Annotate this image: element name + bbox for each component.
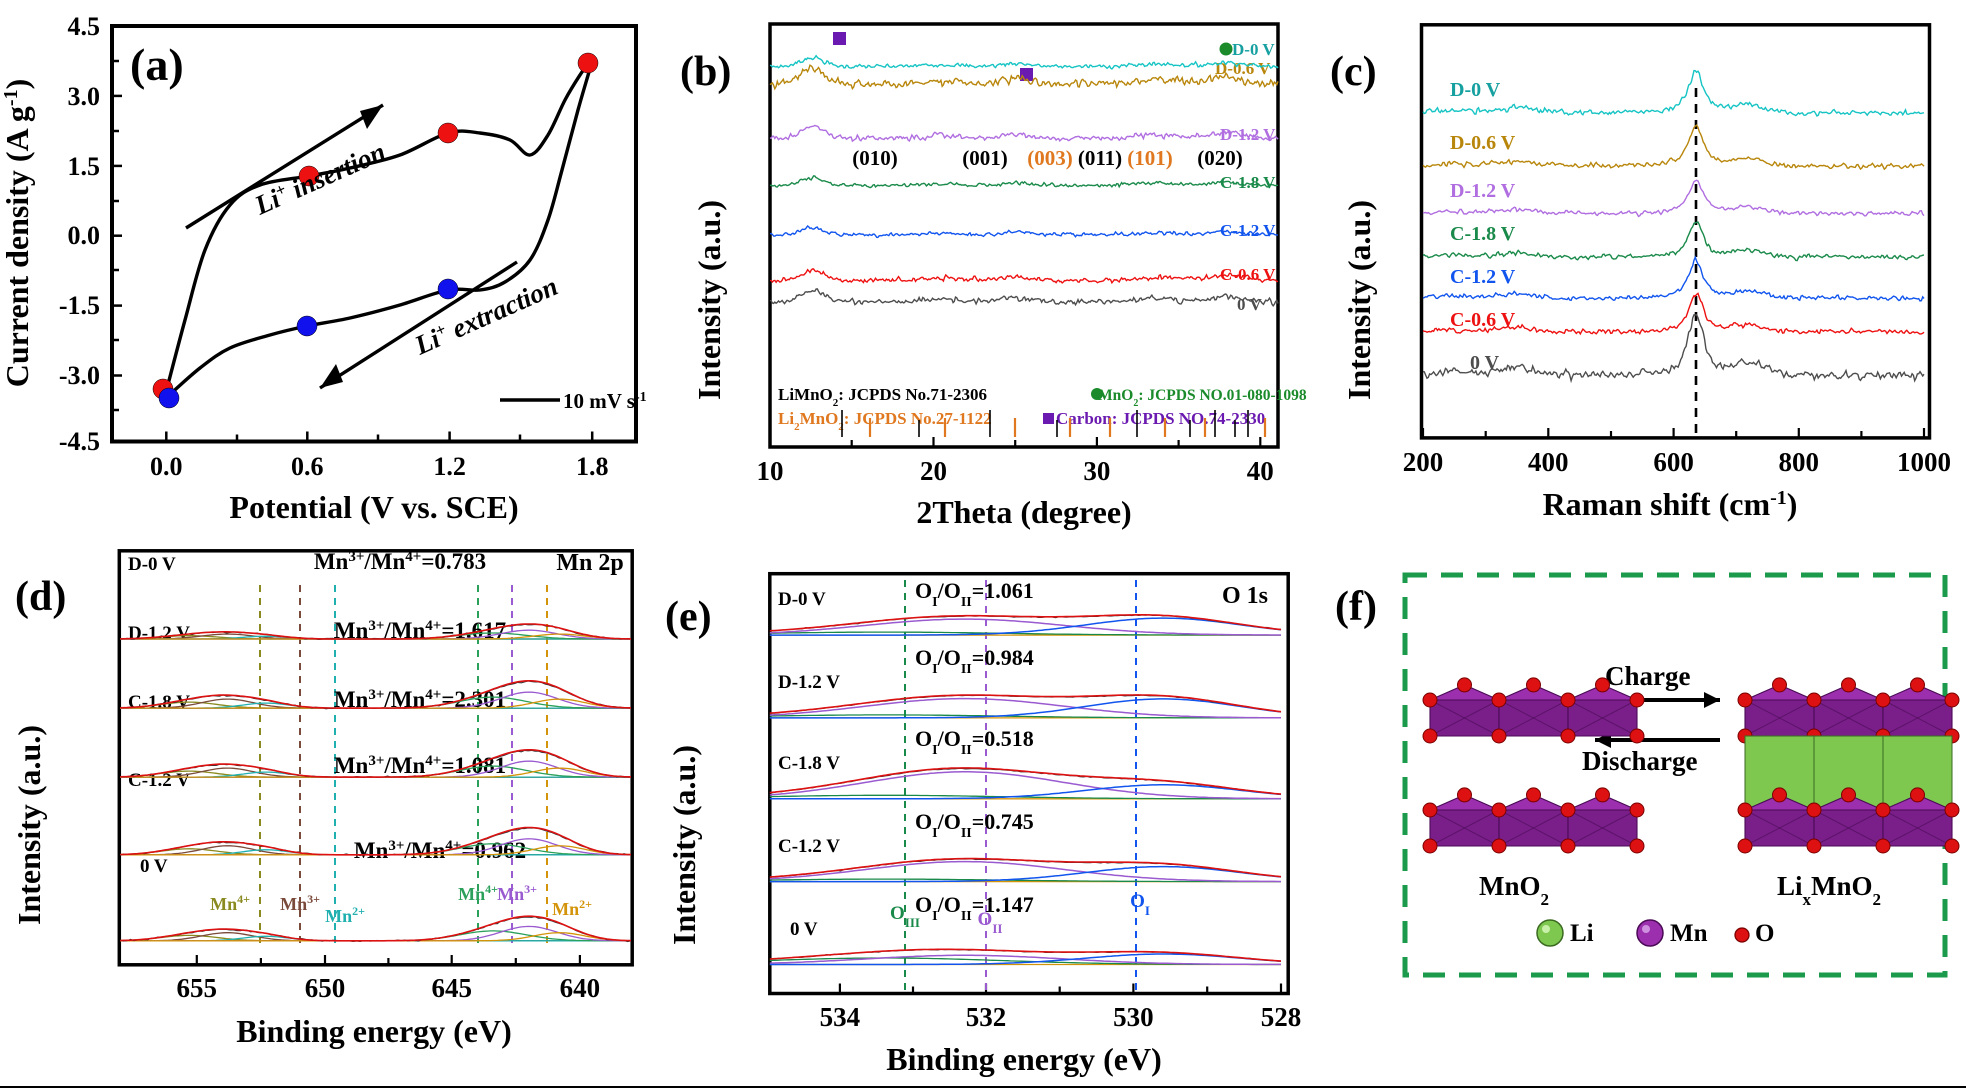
svg-text:(003): (003) xyxy=(1027,146,1073,170)
svg-text:MnO2: MnO2 xyxy=(1479,871,1549,909)
svg-text:(b): (b) xyxy=(680,49,731,95)
svg-text:OI/OII=0.984: OI/OII=0.984 xyxy=(915,645,1034,677)
svg-text:Intensity (a.u.): Intensity (a.u.) xyxy=(11,725,47,925)
svg-text:Mn3+: Mn3+ xyxy=(497,882,537,904)
svg-text:-4.5: -4.5 xyxy=(59,427,100,456)
svg-text:640: 640 xyxy=(560,973,601,1003)
svg-text:Mn3+: Mn3+ xyxy=(280,892,320,914)
svg-text:1000: 1000 xyxy=(1897,447,1951,477)
svg-text:-1.5: -1.5 xyxy=(59,291,100,320)
svg-text:10 mV s-1: 10 mV s-1 xyxy=(563,389,647,413)
svg-text:D-1.2 V: D-1.2 V xyxy=(1220,125,1276,144)
svg-text:C-1.2 V: C-1.2 V xyxy=(1450,266,1516,288)
svg-text:600: 600 xyxy=(1653,447,1694,477)
svg-text:Mn3+/Mn4+=0.783: Mn3+/Mn4+=0.783 xyxy=(314,549,486,574)
svg-text:(c): (c) xyxy=(1330,49,1377,95)
svg-text:0.0: 0.0 xyxy=(150,452,183,481)
svg-text:40: 40 xyxy=(1247,456,1274,486)
svg-text:20: 20 xyxy=(920,456,947,486)
svg-text:Binding energy (eV): Binding energy (eV) xyxy=(236,1013,512,1049)
svg-text:Mn3+/Mn4+=0.962: Mn3+/Mn4+=0.962 xyxy=(354,838,526,863)
svg-text:0 V: 0 V xyxy=(1237,295,1262,314)
svg-text:(d): (d) xyxy=(15,574,66,620)
svg-text:(f): (f) xyxy=(1335,584,1377,630)
svg-text:D-0 V: D-0 V xyxy=(128,554,176,575)
svg-text:Intensity (a.u.): Intensity (a.u.) xyxy=(1341,200,1377,400)
svg-text:Intensity (a.u.): Intensity (a.u.) xyxy=(691,200,727,400)
svg-text:Intensity (a.u.): Intensity (a.u.) xyxy=(666,745,702,945)
svg-text:4.5: 4.5 xyxy=(68,12,101,41)
svg-text:D-1.2 V: D-1.2 V xyxy=(1450,180,1516,202)
svg-text:LiMnO2: JCPDS No.71-2306: LiMnO2: JCPDS No.71-2306 xyxy=(778,385,987,409)
svg-text:Li2MnO2: JCPDS No.27-1122: Li2MnO2: JCPDS No.27-1122 xyxy=(778,409,992,433)
svg-text:(101): (101) xyxy=(1127,146,1173,170)
svg-text:0.0: 0.0 xyxy=(68,221,101,250)
svg-text:1.5: 1.5 xyxy=(68,152,101,181)
svg-text:OI/OII=0.518: OI/OII=0.518 xyxy=(915,726,1034,758)
svg-text:-3.0: -3.0 xyxy=(59,361,100,390)
svg-text:528: 528 xyxy=(1261,1002,1302,1032)
svg-text:Discharge: Discharge xyxy=(1582,746,1697,776)
svg-text:C-1.2 V: C-1.2 V xyxy=(778,836,840,857)
svg-text:Mn: Mn xyxy=(1670,920,1708,947)
svg-text:C-1.8 V: C-1.8 V xyxy=(1220,173,1276,192)
svg-text:LixMnO2: LixMnO2 xyxy=(1777,871,1881,909)
svg-text:(001): (001) xyxy=(962,146,1008,170)
svg-text:1.2: 1.2 xyxy=(433,452,466,481)
svg-text:C-1.8 V: C-1.8 V xyxy=(778,753,840,774)
svg-text:Mn4+: Mn4+ xyxy=(458,882,498,904)
svg-text:C-1.2 V: C-1.2 V xyxy=(1220,221,1276,240)
svg-text:0 V: 0 V xyxy=(790,919,818,940)
svg-text:D-0 V: D-0 V xyxy=(1450,79,1501,101)
svg-text:30: 30 xyxy=(1083,456,1110,486)
svg-text:Binding energy (eV): Binding energy (eV) xyxy=(886,1041,1162,1077)
svg-text:200: 200 xyxy=(1403,447,1444,477)
svg-text:D-1.2 V: D-1.2 V xyxy=(128,623,190,644)
svg-text:(020): (020) xyxy=(1197,146,1243,170)
svg-text:0.6: 0.6 xyxy=(291,452,324,481)
svg-text:400: 400 xyxy=(1528,447,1569,477)
svg-text:655: 655 xyxy=(177,973,218,1003)
svg-text:(011): (011) xyxy=(1078,146,1122,170)
svg-text:Potential (V vs. SCE): Potential (V vs. SCE) xyxy=(229,489,518,525)
svg-text:D-0.6 V: D-0.6 V xyxy=(1450,132,1516,154)
svg-text:534: 534 xyxy=(820,1002,861,1032)
svg-text:Charge: Charge xyxy=(1605,661,1690,691)
svg-text:(010): (010) xyxy=(852,146,898,170)
svg-text:MnO2: JCPDS NO.01-080-1098: MnO2: JCPDS NO.01-080-1098 xyxy=(1098,387,1307,409)
svg-text:Mn2+: Mn2+ xyxy=(552,897,592,919)
svg-text:10: 10 xyxy=(757,456,784,486)
svg-text:OI/OII=0.745: OI/OII=0.745 xyxy=(915,809,1034,841)
svg-text:Current density (A g-1): Current density (A g-1) xyxy=(0,79,35,388)
svg-text:530: 530 xyxy=(1113,1002,1154,1032)
svg-text:(a): (a) xyxy=(130,39,184,90)
svg-text:2Theta (degree): 2Theta (degree) xyxy=(916,494,1131,530)
svg-text:D-1.2 V: D-1.2 V xyxy=(778,672,840,693)
svg-text:D-0 V: D-0 V xyxy=(778,589,826,610)
svg-text:0 V: 0 V xyxy=(140,856,168,877)
svg-text:OI/OII=1.147: OI/OII=1.147 xyxy=(915,892,1034,924)
svg-text:O 1s: O 1s xyxy=(1222,583,1268,609)
svg-text:Li+ insertion: Li+ insertion xyxy=(249,136,390,221)
svg-text:OI: OI xyxy=(1130,891,1150,918)
svg-text:1.8: 1.8 xyxy=(576,452,609,481)
svg-text:D-0 V: D-0 V xyxy=(1232,40,1275,59)
svg-text:650: 650 xyxy=(305,973,346,1003)
svg-text:OI/OII=1.061: OI/OII=1.061 xyxy=(915,578,1034,610)
svg-text:Mn2+: Mn2+ xyxy=(325,904,365,926)
svg-text:Mn4+: Mn4+ xyxy=(210,892,250,914)
svg-text:Raman shift (cm-1): Raman shift (cm-1) xyxy=(1543,486,1798,522)
svg-text:645: 645 xyxy=(431,973,472,1003)
svg-text:3.0: 3.0 xyxy=(68,82,101,111)
svg-text:Mn 2p: Mn 2p xyxy=(556,550,623,576)
svg-text:C-1.8 V: C-1.8 V xyxy=(1450,223,1516,245)
svg-text:O: O xyxy=(1755,920,1774,947)
svg-text:Carbon: JCPDS NO.74-2330: Carbon: JCPDS NO.74-2330 xyxy=(1056,409,1265,428)
svg-text:Mn3+/Mn4+=1.081: Mn3+/Mn4+=1.081 xyxy=(334,753,506,778)
svg-text:532: 532 xyxy=(966,1002,1007,1032)
svg-text:800: 800 xyxy=(1779,447,1820,477)
svg-text:(e): (e) xyxy=(665,594,712,640)
svg-text:Li: Li xyxy=(1570,920,1594,947)
